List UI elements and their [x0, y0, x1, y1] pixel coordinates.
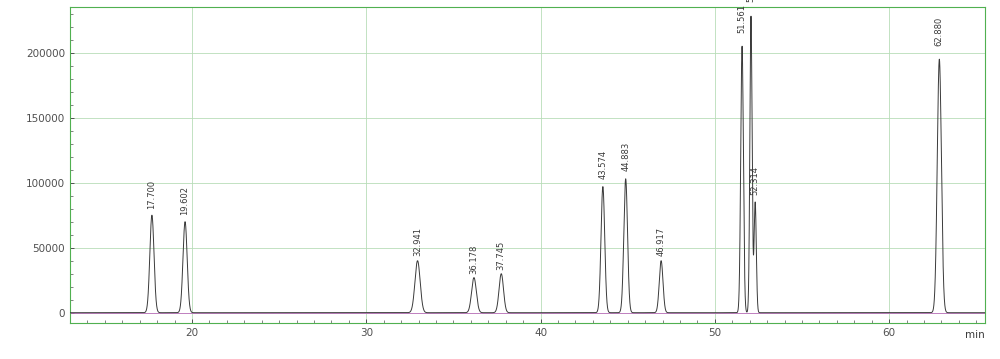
Text: 46.917: 46.917: [657, 227, 666, 256]
Text: 43.574: 43.574: [598, 150, 607, 179]
Text: 32.941: 32.941: [413, 227, 422, 256]
Text: 36.178: 36.178: [469, 244, 478, 274]
Text: 44.883: 44.883: [621, 141, 630, 171]
Text: min: min: [965, 330, 985, 340]
Text: 52.314: 52.314: [751, 166, 760, 195]
Text: 19.602: 19.602: [181, 186, 190, 215]
Text: 62.880: 62.880: [935, 17, 944, 46]
Text: 52.073: 52.073: [746, 0, 755, 2]
Text: 17.700: 17.700: [147, 180, 156, 209]
Text: 51.561: 51.561: [738, 4, 747, 33]
Text: 37.745: 37.745: [497, 240, 506, 270]
